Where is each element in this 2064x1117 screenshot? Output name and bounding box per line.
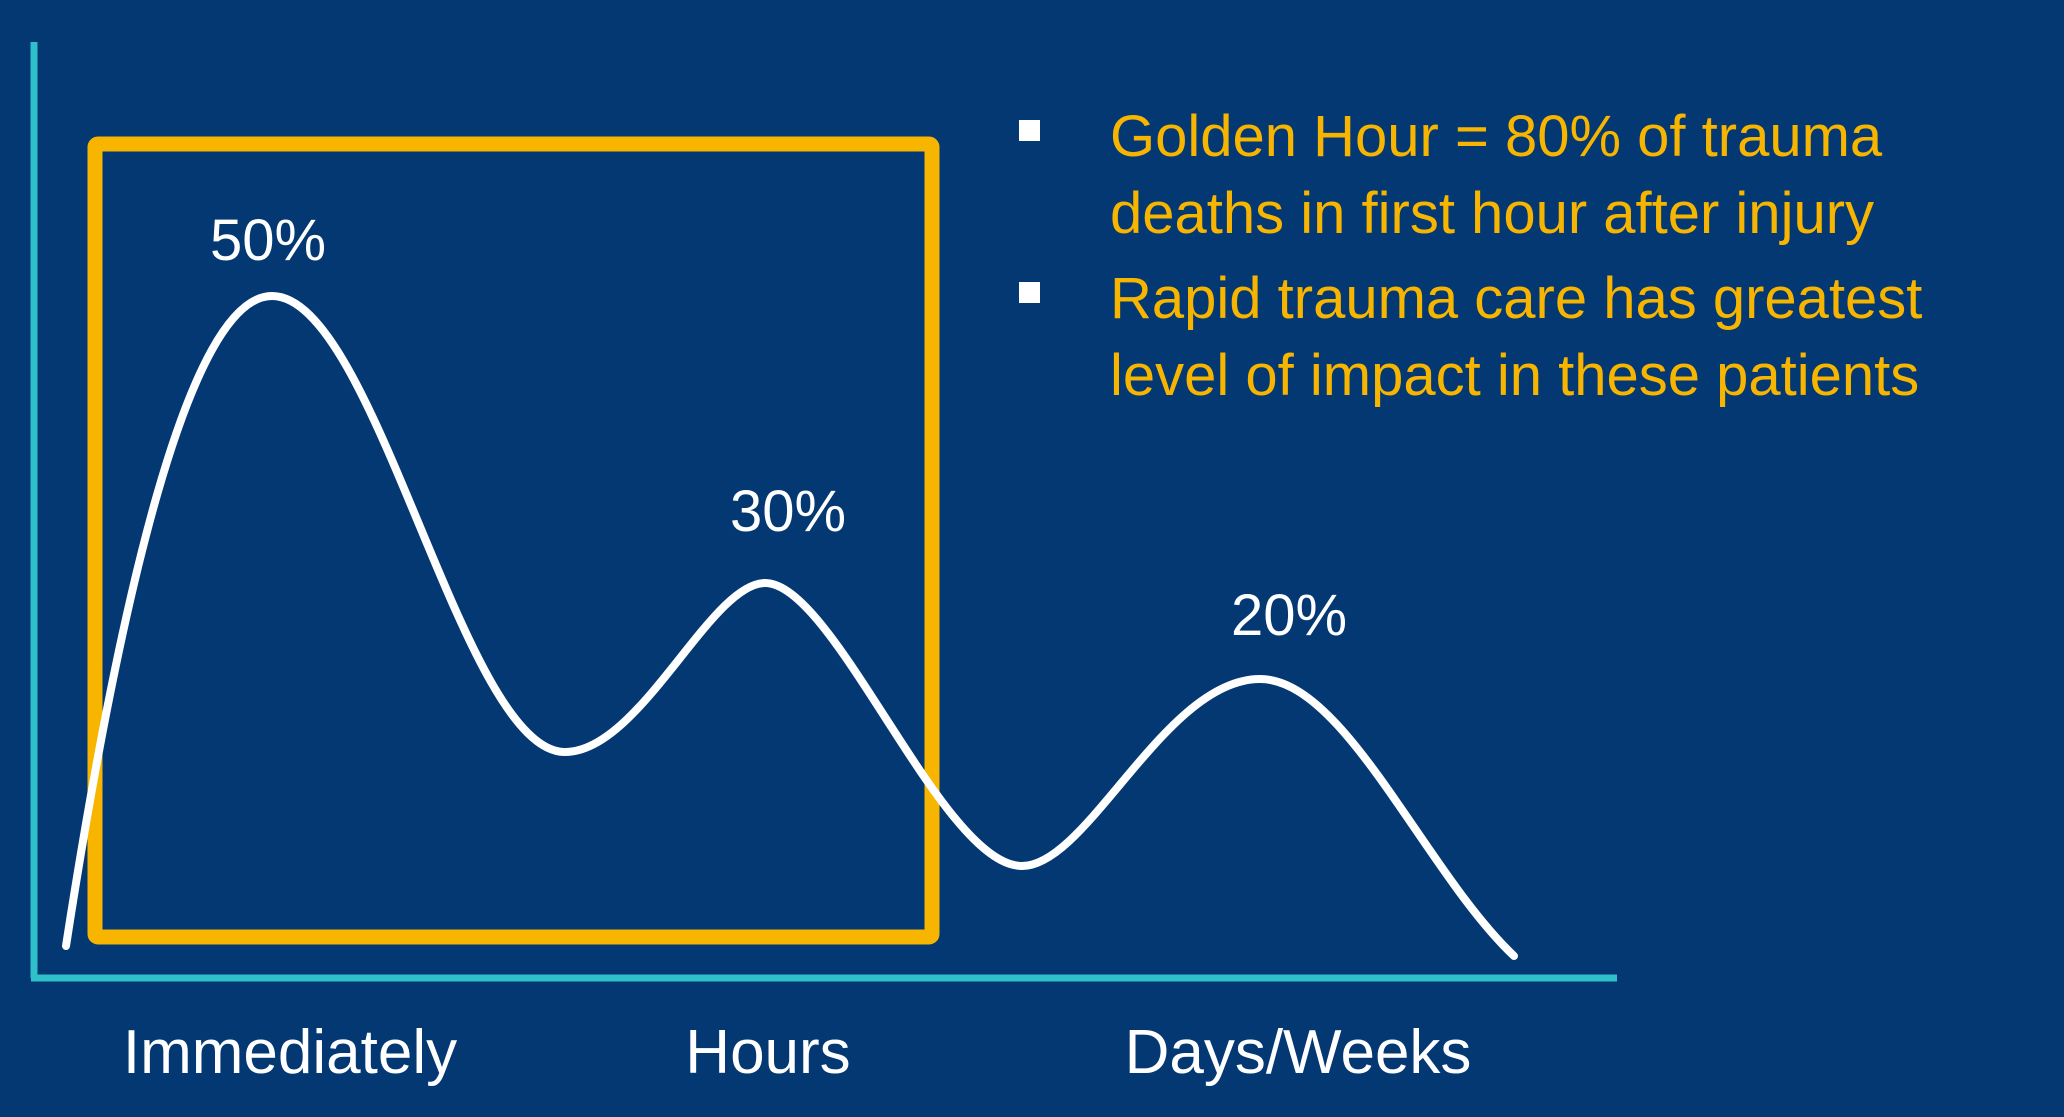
mortality-curve xyxy=(62,292,1518,960)
square-bullet-icon xyxy=(1019,120,1040,141)
x-tick-immediately: Immediately xyxy=(123,1018,457,1087)
x-tick-days-weeks: Days/Weeks xyxy=(1125,1018,1472,1087)
key-points-list: Golden Hour = 80% of trauma deaths in fi… xyxy=(1015,98,2055,422)
square-bullet-icon xyxy=(1019,282,1040,303)
bullet-rapid-care: Rapid trauma care has greatest level of … xyxy=(1015,260,2055,414)
bullet-text: Rapid trauma care has greatest level of … xyxy=(1110,266,1923,408)
bullet-text: Golden Hour = 80% of trauma deaths in fi… xyxy=(1110,104,1883,246)
x-tick-hours: Hours xyxy=(685,1018,850,1087)
golden-hour-box xyxy=(87,136,940,945)
peak-label-hours: 30% xyxy=(730,479,846,544)
bullet-golden-hour: Golden Hour = 80% of trauma deaths in fi… xyxy=(1015,98,2055,252)
peak-label-days-weeks: 20% xyxy=(1231,583,1347,648)
peak-label-immediately: 50% xyxy=(210,208,326,273)
